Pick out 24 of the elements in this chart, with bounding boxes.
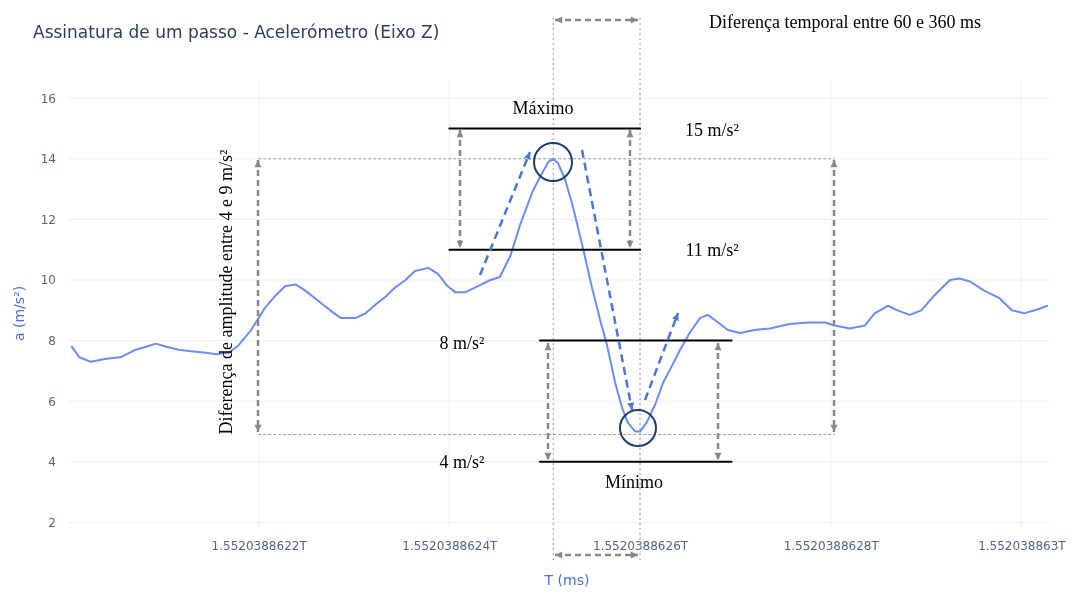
y-tick-label: 16	[40, 91, 56, 106]
y-axis-title: a (m/s²)	[11, 285, 27, 342]
x-axis-title: T (ms)	[543, 572, 590, 588]
x-tick-label: 1.5520388628T	[783, 538, 880, 553]
y-tick-label: 8	[48, 333, 56, 348]
x-tick-label: 1.552038863T	[978, 538, 1067, 553]
x-tick-label: 1.5520388626T	[592, 538, 689, 553]
annotation: 8 m/s²	[439, 333, 485, 354]
y-tick-label: 14	[40, 152, 56, 167]
y-tick-label: 6	[48, 394, 56, 409]
annotation: Diferença de amplitude entre 4 e 9 m/s²	[216, 149, 236, 435]
y-tick-label: 4	[48, 455, 56, 470]
text: Diferença temporal entre 60 e 360 ms	[709, 12, 981, 32]
y-tick-label: 10	[40, 273, 56, 288]
annotation: 11 m/s²	[685, 240, 739, 261]
annotation: Mínimo	[604, 472, 664, 493]
annotation: 4 m/s²	[439, 452, 485, 473]
x-tick-label: 1.5520388624T	[402, 538, 499, 553]
y-tick-label: 2	[48, 515, 56, 530]
chart-title: Assinatura de um passo - Acelerómetro (Eixo Z)	[33, 22, 440, 42]
y-tick-label: 12	[40, 212, 56, 227]
x-tick-label: 1.5520388622T	[211, 538, 308, 553]
annotation: Máximo	[512, 98, 574, 119]
annotation: 15 m/s²	[685, 120, 739, 141]
